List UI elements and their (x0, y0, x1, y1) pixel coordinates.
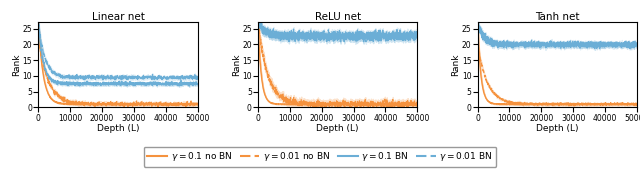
Y-axis label: Rank: Rank (451, 54, 460, 76)
Title: ReLU net: ReLU net (314, 12, 361, 22)
Y-axis label: Rank: Rank (232, 54, 241, 76)
X-axis label: Depth (L): Depth (L) (97, 124, 140, 133)
Title: Tanh net: Tanh net (535, 12, 579, 22)
Legend: $\gamma = 0.1$ no BN, $\gamma = 0.01$ no BN, $\gamma = 0.1$ BN, $\gamma = 0.01$ : $\gamma = 0.1$ no BN, $\gamma = 0.01$ no… (143, 147, 497, 167)
X-axis label: Depth (L): Depth (L) (316, 124, 359, 133)
Y-axis label: Rank: Rank (12, 54, 21, 76)
Title: Linear net: Linear net (92, 12, 145, 22)
X-axis label: Depth (L): Depth (L) (536, 124, 579, 133)
